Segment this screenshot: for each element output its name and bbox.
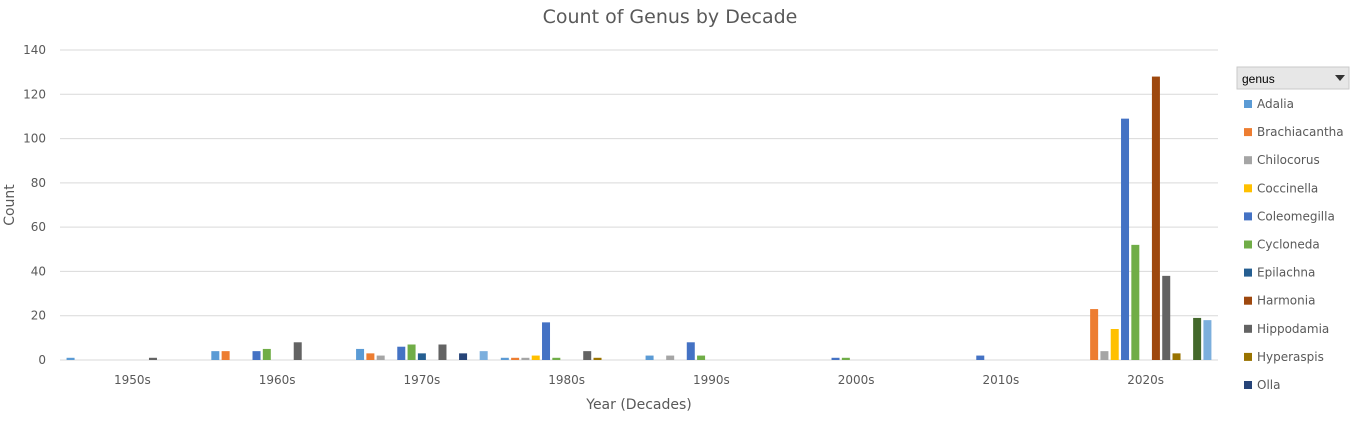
bar [542, 322, 551, 360]
bar [1131, 244, 1140, 360]
bar [148, 357, 157, 360]
x-tick-label: 1950s [114, 373, 151, 387]
legend-swatch [1244, 268, 1252, 277]
legend-label: Epilachna [1257, 266, 1315, 280]
y-tick-label: 120 [23, 87, 46, 101]
bar [831, 357, 840, 360]
legend-swatch [1244, 240, 1252, 249]
bar [366, 353, 375, 360]
bars [66, 76, 1212, 360]
bar [1090, 309, 1099, 360]
bar [397, 346, 406, 360]
bar [841, 357, 850, 360]
x-tick-label: 1990s [693, 373, 730, 387]
y-axis-title: Count [2, 184, 18, 226]
legend-swatch [1244, 352, 1252, 361]
legend-swatch [1244, 296, 1252, 305]
bar [293, 342, 302, 360]
bar [211, 351, 220, 360]
y-axis-ticks: 0 20 40 60 80 100 120 140 [23, 43, 46, 367]
y-tick-label: 40 [31, 264, 46, 278]
legend-header[interactable] [1236, 66, 1350, 90]
legend-label: Adalia [1257, 97, 1294, 111]
bar [438, 344, 447, 360]
bar [262, 348, 271, 360]
x-tick-label: 1980s [548, 373, 585, 387]
legend-label: Cycloneda [1257, 238, 1320, 252]
bar [407, 344, 416, 360]
bar [1203, 320, 1212, 360]
bar [583, 351, 592, 360]
bar [531, 355, 540, 360]
legend-swatch [1244, 156, 1252, 165]
legend-items: Adalia Brachiacantha Chilocorus Coccinella C… [1244, 97, 1344, 392]
bar [1110, 329, 1119, 360]
bar [221, 351, 230, 360]
legend-label: Hippodamia [1257, 322, 1329, 336]
bar [552, 357, 561, 360]
bar [1121, 118, 1130, 360]
bar [1100, 351, 1109, 360]
bar [66, 357, 75, 360]
bar [500, 357, 509, 360]
legend-label: Chilocorus [1257, 153, 1320, 167]
legend-swatch [1244, 212, 1252, 221]
bar [976, 355, 985, 360]
legend-swatch [1244, 381, 1252, 389]
bar [645, 355, 654, 360]
chart-title: Count of Genus by Decade [543, 6, 798, 28]
legend-swatch [1244, 324, 1252, 333]
bar [1162, 275, 1171, 360]
bar [479, 351, 488, 360]
legend-label: Brachiacantha [1257, 125, 1344, 139]
bar [356, 348, 365, 360]
y-tick-label: 20 [31, 309, 46, 323]
x-axis-title: Year (Decades) [585, 397, 691, 413]
y-tick-label: 100 [23, 132, 46, 146]
bar [252, 351, 261, 360]
y-tick-label: 60 [31, 220, 46, 234]
gridlines [60, 49, 1218, 361]
x-tick-label: 1960s [259, 373, 296, 387]
bar [1151, 76, 1160, 360]
x-tick-label: 2010s [982, 373, 1019, 387]
legend: genus Adalia Brachiacantha Chilocorus Cocci… [1236, 66, 1350, 392]
bar [417, 353, 426, 360]
bar [511, 357, 520, 360]
bar [521, 357, 530, 360]
x-axis-ticks: 1950s 1960s 1970s 1980s 1990s 2000s 2010s 2020s [114, 373, 1164, 387]
x-tick-label: 1970s [403, 373, 440, 387]
legend-label: Harmonia [1257, 294, 1315, 308]
legend-label: Coleomegilla [1257, 209, 1335, 223]
legend-label: Hyperaspis [1257, 350, 1324, 364]
bar [666, 355, 675, 360]
y-tick-label: 80 [31, 176, 46, 190]
bar [1193, 317, 1202, 360]
legend-swatch [1244, 184, 1252, 193]
legend-swatch [1244, 128, 1252, 137]
bar [593, 357, 602, 360]
x-tick-label: 2000s [838, 373, 875, 387]
legend-label: Coccinella [1257, 181, 1318, 195]
y-tick-label: 140 [23, 43, 46, 57]
legend-header-label: genus [1242, 72, 1275, 86]
caret-down-icon[interactable] [1335, 75, 1345, 81]
legend-swatch [1244, 100, 1252, 108]
bar [376, 355, 385, 360]
bar [697, 355, 706, 360]
y-tick-label: 0 [38, 353, 46, 367]
legend-label: Olla [1257, 378, 1280, 392]
bar [459, 353, 468, 360]
bar [686, 342, 695, 360]
bar [1172, 353, 1181, 360]
x-tick-label: 2020s [1127, 373, 1164, 387]
